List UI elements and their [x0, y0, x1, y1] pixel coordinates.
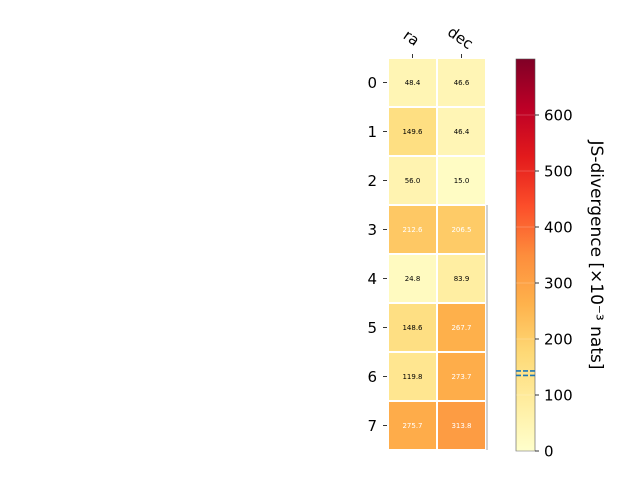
row-label: 4 — [367, 270, 377, 288]
cell-value-label: 56.0 — [405, 177, 421, 185]
cell-value-label: 119.8 — [402, 373, 422, 381]
heatmap-cell — [389, 157, 436, 204]
row-label: 6 — [367, 368, 377, 386]
row-labels: 0 1 2 3 4 5 6 7 — [367, 74, 387, 435]
heatmap-cell — [389, 59, 436, 106]
heatmap-cell — [438, 255, 485, 302]
cell-value-label: 212.6 — [402, 226, 423, 234]
colorbar-tick-label: 0 — [544, 443, 554, 461]
heatmap-grid: 48.4 46.6 149.6 46.4 56.0 15.0 212.6 206.5 24.8 8… — [389, 59, 488, 450]
colorbar-markers — [516, 370, 535, 377]
heatmap-cell — [438, 108, 485, 155]
row-label: 7 — [367, 417, 377, 435]
heatmap-cell — [438, 304, 485, 351]
heatmap-cell — [389, 304, 436, 351]
row-label: 5 — [367, 319, 377, 337]
heatmap-cell — [389, 402, 436, 449]
cell-value-label: 267.7 — [451, 324, 471, 332]
colorbar-label: JS-divergence [×10⁻³ nats] — [586, 140, 606, 370]
cell-value-label: 275.7 — [402, 422, 422, 430]
colorbar-gradient — [515, 58, 536, 452]
cell-value-label: 15.0 — [454, 177, 470, 185]
cell-value-label: 24.8 — [405, 275, 421, 283]
heatmap-cell — [389, 108, 436, 155]
colorbar — [515, 58, 536, 452]
cell-value-label: 46.4 — [454, 128, 470, 136]
colorbar-ticks: 0 100 200 300 400 500 600 — [516, 107, 573, 461]
cell-value-label: 46.6 — [454, 79, 470, 87]
cell-value-label: 148.6 — [402, 324, 423, 332]
colorbar-tick-label: 300 — [544, 275, 573, 293]
heatmap-cell — [438, 59, 485, 106]
row-label: 0 — [367, 74, 377, 92]
column-label: dec — [444, 23, 476, 53]
cell-value-label: 48.4 — [405, 79, 421, 87]
heatmap-cell — [389, 353, 436, 400]
heatmap-cell — [438, 353, 485, 400]
cell-value-label: 83.9 — [454, 275, 470, 283]
row-label: 1 — [367, 123, 377, 141]
column-label: ra — [400, 26, 423, 50]
heatmap-cell — [389, 255, 436, 302]
cell-value-label: 313.8 — [451, 422, 471, 430]
colorbar-tick-label: 200 — [544, 331, 573, 349]
colorbar-tick-label: 600 — [544, 107, 573, 125]
colorbar-tick-label: 100 — [544, 387, 573, 405]
cell-value-label: 206.5 — [451, 226, 471, 234]
colorbar-tick-label: 400 — [544, 219, 573, 237]
heatmap-cell — [438, 206, 485, 253]
row-label: 3 — [367, 221, 377, 239]
column-labels: ra dec — [400, 23, 477, 58]
cell-value-label: 273.7 — [451, 373, 471, 381]
heatmap-cell — [438, 402, 485, 449]
heatmap-cell — [389, 206, 436, 253]
heatmap-cell — [438, 157, 485, 204]
cell-value-label: 149.6 — [402, 128, 423, 136]
colorbar-tick-label: 500 — [544, 163, 573, 181]
row-label: 2 — [367, 172, 377, 190]
